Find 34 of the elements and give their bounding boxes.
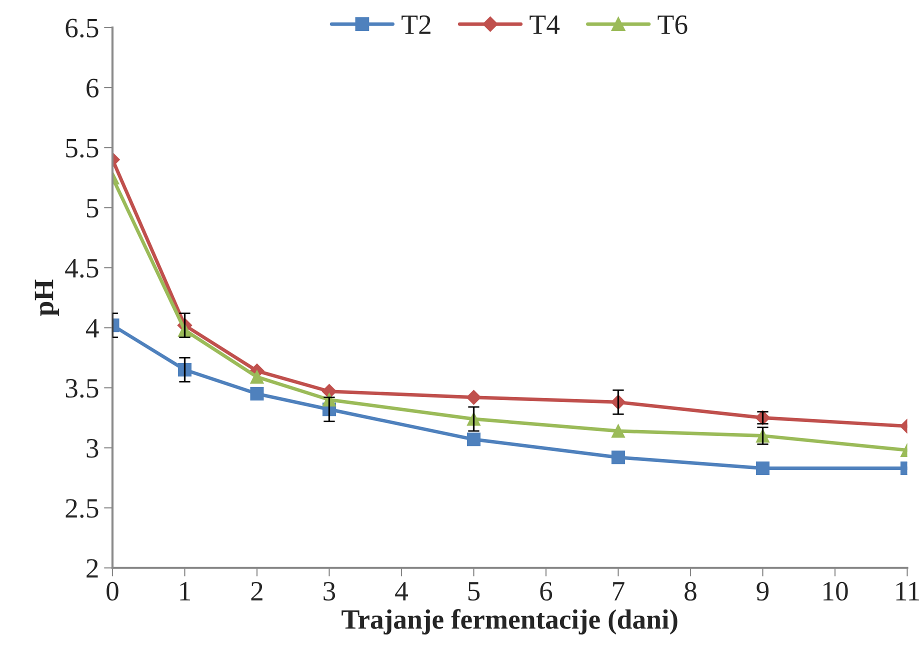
point [466,432,481,446]
x-tick-label: 1 [180,582,190,600]
point [466,390,482,405]
x-tick-label: 3 [324,582,336,601]
x-tick-label: 7 [613,582,624,600]
y-tick-label: 6 [86,78,98,98]
x-tick-label: 9 [756,582,769,601]
point [611,450,626,464]
y-tick-label: 5.5 [66,139,98,158]
y-axis-title: pH [34,280,60,316]
point [756,461,770,475]
y-tick-label: 2.5 [66,499,98,518]
point [611,424,626,438]
y-tick-label: 2 [86,559,98,578]
y-tick-label: 5 [87,199,98,218]
y-tick-label: 4 [86,319,99,338]
x-tick-label: 2 [251,582,262,600]
x-tick-label: 4 [395,582,408,600]
x-tick-label: 11 [896,582,919,600]
y-tick-label: 4.5 [65,259,98,278]
y-tick-label: 6.5 [66,18,98,38]
y-tick-label: 3.5 [66,379,98,398]
point [250,386,264,401]
x-axis-title: Trajanje fermentacije (dani) [342,609,678,635]
x-tick-label: 5 [468,582,480,601]
x-tick-label: 8 [684,582,696,601]
point [250,370,264,384]
legend-label: T4 [530,16,560,34]
x-tick-label: 0 [106,582,118,601]
y-tick-label: 3 [86,439,98,458]
x-tick-label: 10 [824,582,848,601]
x-tick-label: 6 [540,582,552,601]
legend-label: T2 [402,15,430,34]
legend-label: T6 [658,15,688,34]
